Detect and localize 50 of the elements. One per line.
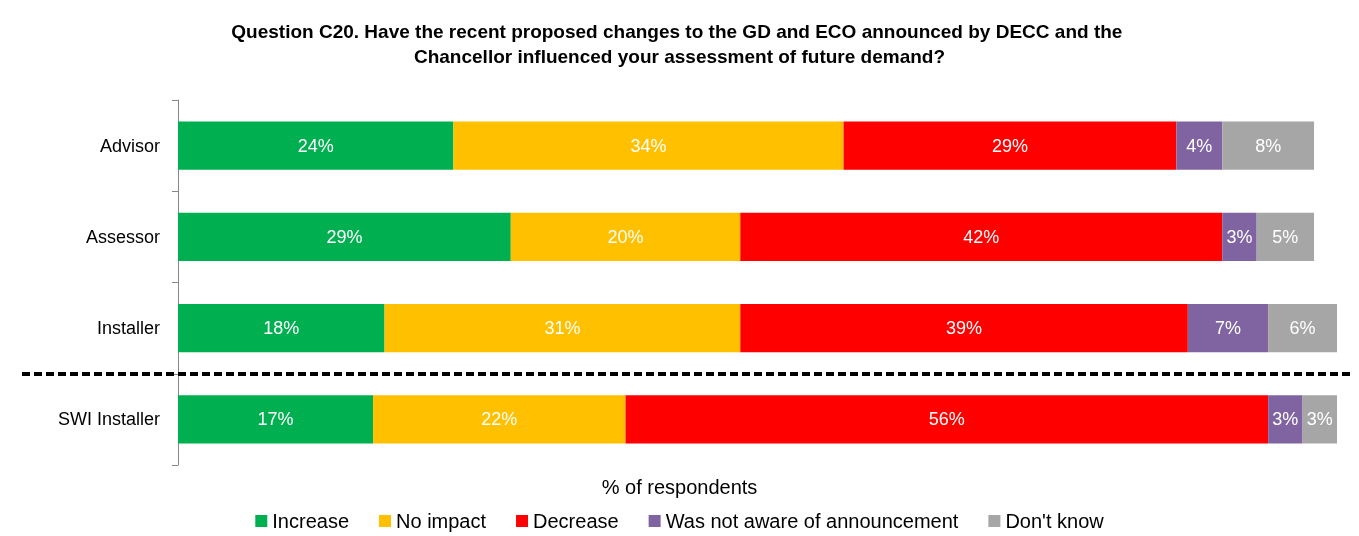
data-label: 29% [326,226,363,247]
data-label: 42% [963,226,1000,247]
legend-label: Decrease [533,510,619,532]
bar [1187,303,1269,353]
y-tick-label: Advisor [99,135,160,156]
legend-label: Don't know [1005,510,1105,532]
bar [178,212,511,262]
data-label: 3% [1226,226,1253,247]
legend-label: Increase [272,510,350,532]
data-label: 18% [263,318,300,339]
legend-label: No impact [396,510,487,532]
data-label: 6% [1289,318,1316,339]
bar [178,395,374,444]
bar [1176,121,1223,170]
legend-label: Was not aware of announcement [665,510,959,532]
data-label: 3% [1272,409,1299,430]
bar [453,121,844,170]
bar [843,121,1177,170]
y-tick-label: Installer [96,318,160,339]
bar [1268,303,1337,353]
x-axis-title: % of respondents [601,476,758,498]
bar [1222,212,1257,262]
data-label: 7% [1214,318,1241,339]
data-label: 3% [1306,409,1333,430]
data-label: 17% [257,409,294,430]
bar [740,303,1188,353]
bar [178,121,454,170]
bar [1222,121,1315,170]
data-label: 4% [1186,135,1213,156]
data-label: 22% [481,409,518,430]
data-label: 5% [1272,226,1299,247]
data-label: 34% [630,135,667,156]
bar [1268,395,1303,444]
data-label: 8% [1255,135,1282,156]
bar [625,395,1269,444]
bar [510,212,741,262]
bar [740,212,1223,262]
data-label: 31% [544,318,581,339]
data-label: 29% [991,135,1028,156]
bar [1256,212,1315,262]
bar [178,303,385,353]
data-label: 20% [607,226,644,247]
chart-title: Question C20. Have the recent proposed changes to the GD and ECO announced by DECC and the Chancellor influenced your assessment of future demand? [231,21,1128,67]
y-tick-label: Assessor [85,226,160,247]
data-label: 56% [928,409,965,430]
data-label: 39% [946,318,983,339]
bar [384,303,741,353]
y-tick-label: SWI Installer [57,409,160,430]
bar [373,395,626,444]
data-label: 24% [297,135,334,156]
